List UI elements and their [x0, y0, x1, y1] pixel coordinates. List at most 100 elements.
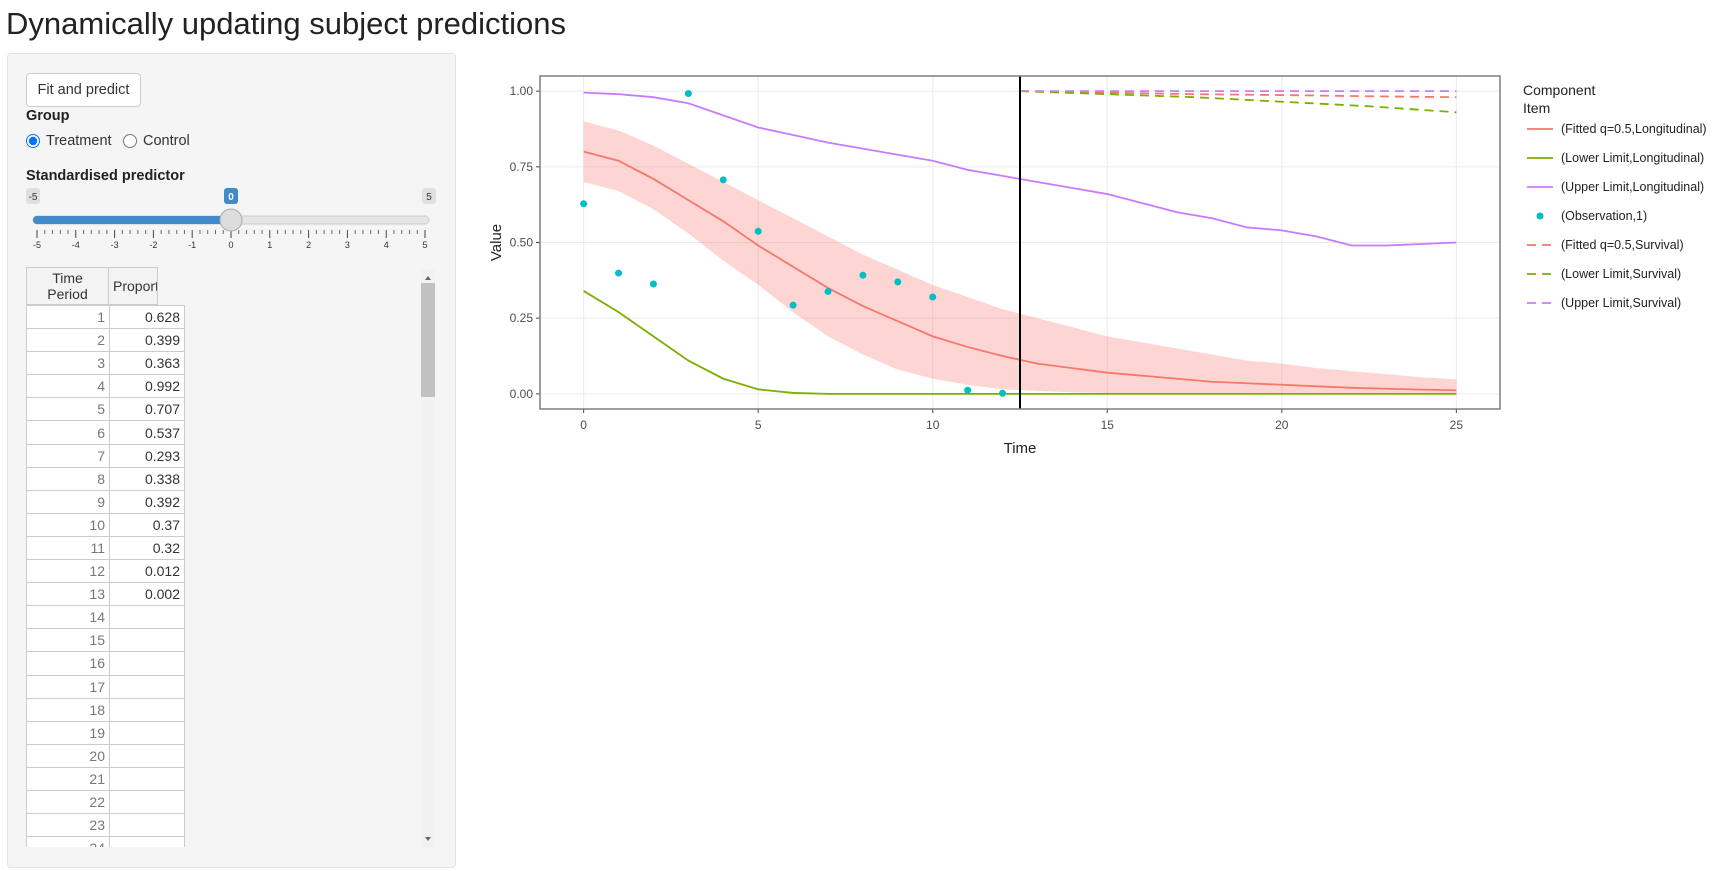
table-cell: 0.628 — [109, 304, 185, 330]
table-cell — [109, 813, 185, 838]
group-label: Group — [26, 108, 70, 124]
observation-point — [615, 269, 623, 277]
slider-tick-label: -3 — [111, 240, 119, 250]
legend-label: (Upper Limit,Longitudinal) — [1561, 180, 1704, 194]
table-body: 1 0.628 2 0.399 3 0.363 4 0.992 5 0.707 6 0.537 7 0.2… — [26, 304, 185, 847]
table-row: 24 — [26, 836, 185, 847]
table-cell: 22 — [26, 789, 110, 815]
table-row: 16 — [26, 651, 185, 676]
column-header: Proport — [109, 267, 158, 305]
observation-point — [754, 227, 762, 235]
table-cell: 0.363 — [109, 351, 185, 376]
table-row: 11 0.32 — [26, 535, 185, 561]
radio-label: Control — [143, 133, 190, 149]
slider-fill — [33, 216, 231, 224]
table-row: 9 0.392 — [26, 489, 185, 514]
legend-label: (Observation,1) — [1561, 209, 1647, 223]
observation-point — [859, 271, 867, 279]
observation-point — [894, 278, 902, 286]
table-row: 13 0.002 — [26, 582, 185, 607]
scroll-thumb[interactable] — [421, 283, 435, 397]
scrollbar[interactable] — [421, 270, 435, 847]
page-title: Dynamically updating subject predictions — [6, 6, 567, 41]
table-cell: 5 — [26, 397, 110, 422]
radio-option[interactable]: Treatment — [26, 133, 112, 149]
legend-label: (Upper Limit,Survival) — [1561, 296, 1681, 310]
radio-option[interactable]: Control — [123, 133, 190, 149]
table-row: 12 0.012 — [26, 559, 185, 584]
table-cell: 21 — [26, 766, 110, 791]
table-cell — [109, 743, 185, 768]
x-tick-label: 25 — [1450, 418, 1464, 432]
table-row: 15 — [26, 628, 185, 653]
radio-label: Treatment — [46, 133, 112, 149]
table-cell: 2 — [26, 328, 110, 353]
slider-tick-label: 5 — [422, 240, 427, 250]
table-row: 10 0.37 — [26, 512, 185, 537]
scroll-arrows — [425, 276, 431, 841]
x-tick-label: 5 — [755, 418, 762, 432]
slider-tick-label: 3 — [345, 240, 350, 250]
table-cell: 17 — [26, 674, 110, 699]
table-cell: 19 — [26, 720, 110, 745]
table-cell — [109, 628, 185, 653]
slider[interactable]: -5 -4 -3 -2 -1 0 1 2 3 4 5 -5 5 0 — [0, 188, 460, 250]
observation-point — [649, 280, 657, 288]
table-cell: 24 — [26, 836, 110, 847]
table-row: 5 0.707 — [26, 397, 185, 422]
table-cell — [109, 605, 185, 630]
table-cell — [109, 789, 185, 815]
observation-point — [684, 90, 692, 98]
table-cell: 0.338 — [109, 466, 185, 491]
x-tick-label: 0 — [580, 418, 587, 432]
legend-label: (Fitted q=0.5,Longitudinal) — [1561, 122, 1707, 136]
table-cell — [109, 766, 185, 791]
table-cell: 1 — [26, 304, 110, 330]
table-row: 8 0.338 — [26, 466, 185, 491]
table-row: 6 0.537 — [26, 420, 185, 445]
slider-tick-label: -1 — [188, 240, 196, 250]
table-cell: 20 — [26, 743, 110, 768]
table-cell: 12 — [26, 559, 110, 584]
observation-point — [580, 200, 588, 208]
x-tick-label: 15 — [1101, 418, 1115, 432]
table-cell: 0.002 — [109, 582, 185, 607]
arrow-down[interactable] — [425, 837, 431, 841]
table-cell: 0.32 — [109, 535, 185, 561]
table-row: 1 0.628 — [26, 304, 185, 330]
table-cell: 15 — [26, 628, 110, 653]
table-row: 7 0.293 — [26, 443, 185, 468]
series-line — [1019, 90, 1457, 99]
legend-label: (Fitted q=0.5,Survival) — [1561, 238, 1684, 252]
observation-point — [929, 293, 937, 301]
column-header: Time Period — [26, 267, 109, 305]
table-cell — [109, 836, 185, 847]
table-cell: 4 — [26, 374, 110, 399]
legend-label: (Lower Limit,Longitudinal) — [1561, 151, 1704, 165]
table-cell — [109, 720, 185, 745]
observation-point — [964, 386, 972, 394]
slider-tick-label: 1 — [267, 240, 272, 250]
x-axis-label: Time — [1004, 440, 1037, 457]
table-cell: 23 — [26, 813, 110, 838]
radio-button[interactable] — [123, 134, 137, 148]
y-axis-label: Value — [488, 224, 505, 261]
radio-button[interactable] — [26, 134, 40, 148]
table-row: 17 — [26, 674, 185, 699]
table-cell: 0.537 — [109, 420, 185, 445]
table-row: 20 — [26, 743, 185, 768]
table-row: 3 0.363 — [26, 351, 185, 376]
arrow-up[interactable] — [425, 276, 431, 280]
table-row: 4 0.992 — [26, 374, 185, 399]
fit-button[interactable]: Fit and predict — [26, 73, 141, 107]
legend-title: Component — [1523, 82, 1595, 98]
table-cell: 18 — [26, 697, 110, 722]
table-row: 21 — [26, 766, 185, 791]
observation-point — [789, 301, 797, 309]
legend-swatch — [1536, 212, 1544, 220]
slider-handle[interactable] — [219, 208, 243, 232]
y-tick-label: 0.50 — [510, 236, 534, 250]
data-table: Time Period Proport 1 0.628 2 0.399 3 0.363 4 0… — [26, 267, 186, 847]
legend-label: (Lower Limit,Survival) — [1561, 267, 1681, 281]
table-cell: 0.399 — [109, 328, 185, 353]
